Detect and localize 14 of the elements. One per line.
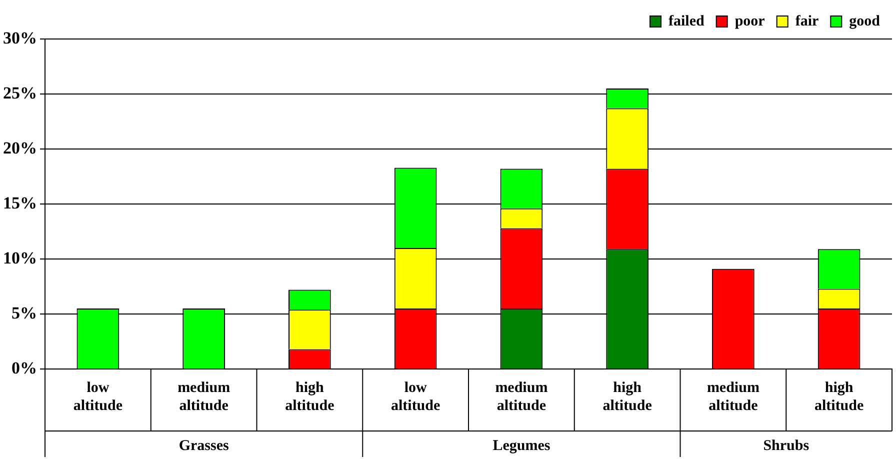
y-tick-label: 30% — [3, 28, 37, 48]
text: Grasses — [178, 438, 229, 454]
y-tick-label: 15% — [3, 193, 37, 212]
legend-label: good — [849, 13, 881, 30]
text: Shrubs — [763, 438, 810, 454]
y-tick-label: 0% — [12, 358, 37, 378]
legend-label: fair — [795, 13, 819, 30]
legend-label: failed — [668, 13, 705, 30]
y-tick-label: 10% — [3, 248, 37, 268]
y-tick-label: 5% — [12, 303, 37, 322]
y-tick-label: 20% — [3, 138, 37, 158]
text: Legumes — [492, 438, 550, 454]
y-tick-label: 25% — [3, 83, 37, 102]
legend-label: poor — [734, 13, 766, 30]
